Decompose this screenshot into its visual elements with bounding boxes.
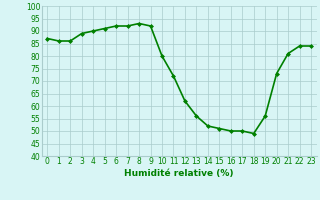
X-axis label: Humidité relative (%): Humidité relative (%) — [124, 169, 234, 178]
